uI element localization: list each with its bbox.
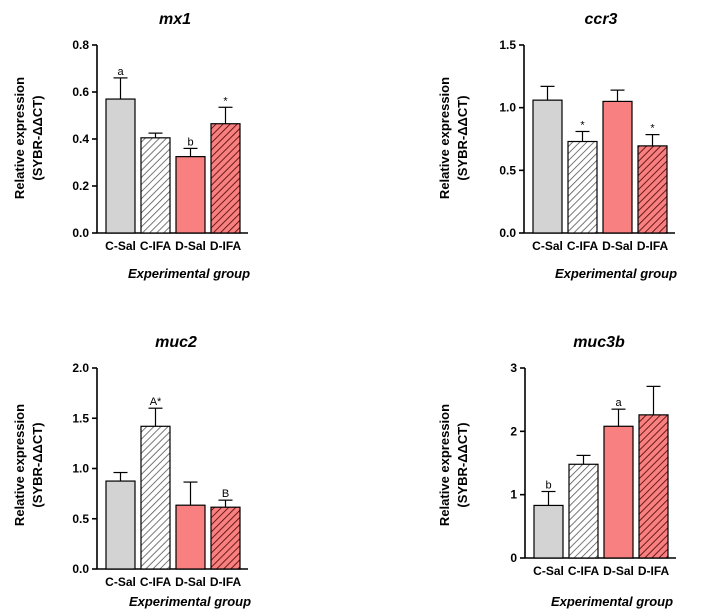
x-axis-label: Experimental group <box>128 266 250 281</box>
bar <box>568 463 599 559</box>
x-tick-label: C-Sal <box>533 564 564 578</box>
panel-title: muc2 <box>155 334 197 351</box>
y-tick-label: 0 <box>510 551 517 565</box>
axes: 0.0 0.5 1.0 1.5 C-Sal C-IFA D-Sal D-IFA <box>499 38 675 253</box>
y-axis-label-line1: Relative expression <box>437 77 452 199</box>
bar <box>140 425 171 570</box>
significance-label: B <box>222 488 229 500</box>
axes: 0.0 0.2 0.4 0.6 0.8 C-Sal C-IFA D-Sal D-IFA <box>72 38 248 253</box>
bar <box>105 480 136 570</box>
y-axis-label-line2: (SYBR-ΔΔCT) <box>455 422 470 507</box>
y-tick-label: 1.5 <box>72 411 89 425</box>
bar <box>175 504 206 570</box>
significance-label: b <box>187 136 193 148</box>
bars <box>105 425 241 570</box>
bar <box>210 123 241 234</box>
x-tick-label: C-IFA <box>140 239 172 253</box>
panel-title: mx1 <box>159 11 191 28</box>
significance-label: b <box>545 480 551 492</box>
y-tick-label: 0.4 <box>72 132 89 146</box>
x-axis-label: Experimental group <box>555 266 677 281</box>
y-tick-label: 1.0 <box>499 101 516 115</box>
error-bars <box>113 77 233 157</box>
x-tick-label: D-Sal <box>175 575 206 589</box>
error-bars <box>540 85 660 146</box>
y-axis-label-line2: (SYBR-ΔΔCT) <box>455 95 470 180</box>
bar <box>105 98 136 234</box>
panel-title: ccr3 <box>585 11 618 28</box>
y-tick-label: 2 <box>510 424 517 438</box>
y-tick-label: 3 <box>510 361 517 375</box>
y-tick-label: 1.0 <box>72 462 89 476</box>
y-axis-label-line1: Relative expression <box>12 77 27 199</box>
y-axis-label-line2: (SYBR-ΔΔCT) <box>30 422 45 507</box>
bar <box>532 99 563 234</box>
bar <box>637 145 668 234</box>
y-axis-label-line2: (SYBR-ΔΔCT) <box>30 95 45 180</box>
bar <box>533 504 564 559</box>
panel-ccr3: ccr3 Relative expression (SYBR-ΔΔCT) 0.0… <box>437 11 677 281</box>
annotations: a b * <box>117 66 228 148</box>
x-tick-label: C-IFA <box>140 575 172 589</box>
annotations: * * <box>580 119 655 134</box>
bar <box>638 414 669 559</box>
y-axis-label-line1: Relative expression <box>437 404 452 526</box>
y-axis-label-line1: Relative expression <box>12 404 27 526</box>
x-tick-label: D-IFA <box>638 564 670 578</box>
bar <box>567 140 598 234</box>
bar <box>140 137 171 234</box>
bars <box>533 414 669 559</box>
x-tick-label: C-Sal <box>105 239 136 253</box>
annotations: A* B <box>150 396 229 500</box>
bars <box>532 99 668 234</box>
x-axis-label: Experimental group <box>551 594 673 609</box>
bar <box>602 100 633 234</box>
bar <box>603 425 634 559</box>
panel-mx1: mx1 Relative expression (SYBR-ΔΔCT) 0.00… <box>12 11 250 281</box>
y-tick-label: 2.0 <box>72 361 89 375</box>
x-axis-label: Experimental group <box>129 594 251 609</box>
x-tick-label: C-Sal <box>105 575 136 589</box>
significance-label: A* <box>150 396 162 408</box>
y-tick-label: 0.2 <box>72 179 89 193</box>
y-tick-label: 0.0 <box>72 562 89 576</box>
y-tick-label: 0.5 <box>499 163 516 177</box>
error-bars <box>541 385 661 506</box>
y-tick-label: 0.0 <box>72 226 89 240</box>
x-tick-label: D-IFA <box>210 575 242 589</box>
annotations: ba <box>545 397 622 491</box>
significance-label: * <box>580 119 585 131</box>
significance-label: * <box>223 95 228 107</box>
error-bars <box>113 407 233 508</box>
x-tick-label: C-Sal <box>532 239 563 253</box>
x-tick-label: D-Sal <box>602 239 633 253</box>
x-tick-label: D-IFA <box>637 239 669 253</box>
bars <box>105 98 241 234</box>
y-tick-label: 0.0 <box>499 226 516 240</box>
significance-label: a <box>117 66 124 78</box>
x-tick-label: C-IFA <box>567 239 599 253</box>
significance-label: a <box>615 397 622 409</box>
panel-title: muc3b <box>573 334 625 351</box>
bar <box>175 156 206 234</box>
x-tick-label: C-IFA <box>568 564 600 578</box>
x-tick-label: D-Sal <box>175 239 206 253</box>
y-tick-label: 0.6 <box>72 85 89 99</box>
x-tick-label: D-IFA <box>210 239 242 253</box>
panel-muc3b: muc3b Relative expression (SYBR-ΔΔCT) 0 1… <box>437 334 676 609</box>
x-tick-label: D-Sal <box>603 564 634 578</box>
y-tick-label: 1 <box>510 488 517 502</box>
y-tick-label: 0.5 <box>72 512 89 526</box>
significance-label: * <box>650 123 655 135</box>
y-tick-label: 0.8 <box>72 38 89 52</box>
y-tick-label: 1.5 <box>499 38 516 52</box>
panel-muc2: muc2 Relative expression (SYBR-ΔΔCT) 0.0… <box>12 334 251 609</box>
bar <box>210 506 241 570</box>
